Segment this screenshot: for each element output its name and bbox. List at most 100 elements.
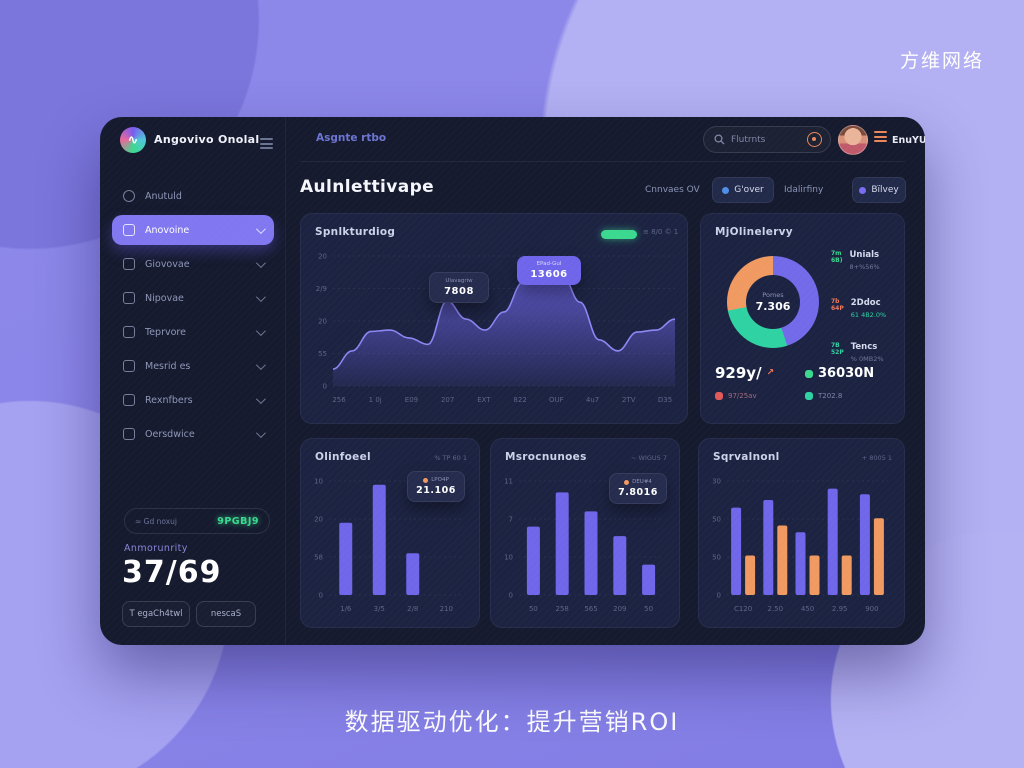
primary-button-label: Bïlvey [871, 185, 899, 195]
x-tick-label: E09 [405, 396, 418, 404]
legend-toggle[interactable] [601, 230, 637, 239]
bar-orange-series [777, 525, 788, 595]
view-button-icon [722, 186, 730, 194]
x-tick-label: 50 [529, 605, 538, 613]
bar [406, 553, 420, 595]
list-icon [123, 394, 135, 406]
y-tick-label: 50 [712, 516, 721, 524]
teal-dot-icon [805, 392, 813, 400]
app-logo-text: Angovivo Onolal [154, 133, 260, 146]
bar [339, 522, 353, 595]
status-pill[interactable]: ≈ Gd noxuj 9PGBJ9 [124, 508, 270, 534]
status-label: ≈ Gd noxuj [135, 516, 178, 526]
x-tick-label: 258 [556, 605, 569, 613]
logo-glyph: ∿ [127, 132, 139, 148]
green-square-icon [805, 369, 813, 378]
legend-text: 2Ddoc 61 4B2.0% [850, 298, 887, 319]
sidebar-metric-label: Anmorunrity [124, 543, 188, 554]
y-tick-label: 58 [314, 554, 323, 562]
y-tick-label: 20 [314, 516, 323, 524]
bar [526, 526, 540, 595]
legend-tag-icon: 7m 6B) [831, 250, 843, 264]
x-tick-label: 822 [513, 396, 526, 404]
donut-stat-2: 36030N [805, 366, 874, 381]
breadcrumb[interactable]: Asgnte rtbo [316, 132, 387, 144]
bar-card-2-title: Msrocnunoes [505, 451, 587, 463]
sidebar-item-3[interactable]: Giovovae [112, 249, 274, 279]
header-meta-1: Cnnvaes OV [645, 185, 700, 195]
y-tick-label: 20 [318, 318, 327, 326]
y-tick-label: 55 [318, 350, 327, 358]
legend-row: 7m 6B) Unials 8+%56% [831, 250, 880, 271]
chevron-down-icon [255, 291, 266, 302]
x-tick-label: 50 [644, 605, 653, 613]
bar-purple-series [731, 507, 742, 595]
view-button-label: G'over [734, 185, 764, 195]
x-tick-label: OUF [549, 396, 564, 404]
primary-button[interactable]: Bïlvey [852, 177, 906, 203]
y-tick-label: 0 [319, 592, 323, 600]
trend-up-icon: ↗ [766, 368, 775, 378]
sidebar-item-label: Giovovae [145, 258, 190, 270]
x-tick-label: 1/6 [340, 605, 352, 613]
box-icon [123, 326, 135, 338]
y-tick-label: 0 [323, 383, 327, 391]
search-input[interactable] [731, 134, 801, 145]
sidebar-item-label: Rexnfbers [145, 394, 193, 406]
sidebar-item-5[interactable]: Teprvore [112, 317, 274, 347]
y-tick-label: 0 [509, 592, 513, 600]
x-tick-label: C120 [734, 605, 752, 613]
y-tick-label: 0 [717, 592, 721, 600]
sidebar-item-label: Mesrid es [145, 360, 191, 372]
sidebar-button-1[interactable]: T egaCh4twl [122, 601, 190, 627]
donut-center-label: Pomes [762, 291, 784, 299]
sidebar-item-2[interactable]: Anovoine [112, 215, 274, 245]
chevron-down-icon [255, 325, 266, 336]
chart-options-icons[interactable]: ≡ 8/0 © 1 [643, 228, 679, 236]
tooltip-label: EPad-Gul [536, 261, 562, 267]
x-tick-label: 256 [332, 396, 346, 404]
sidebar-item-7[interactable]: Rexnfbers [112, 385, 274, 415]
x-tick-label: 2.50 [768, 605, 784, 613]
sidebar-item-label: Anovoine [145, 224, 190, 236]
chart-tooltip-2: EPad-Gul 13606 [517, 256, 581, 285]
doc-icon [123, 258, 135, 270]
bar-chart-2: 11 7 10 0 50 258 565 209 50 [504, 478, 663, 613]
bar-card-2-meta: ~ WIGUS 7 [631, 454, 667, 462]
sidebar-collapse-icon[interactable] [260, 138, 273, 149]
bar-purple-series [795, 532, 806, 595]
y-tick-label: 30 [712, 478, 721, 486]
notification-icon[interactable] [807, 132, 822, 147]
x-tick-label: 2TV [622, 396, 636, 404]
stat-value: 929y/ [715, 364, 762, 382]
sidebar-item-4[interactable]: Nipovae [112, 283, 274, 313]
tooltip-label: LPO4P [431, 477, 449, 483]
sidebar-item-1[interactable]: Anutuld [112, 181, 274, 211]
x-tick-label: EXT [477, 396, 491, 404]
legend-row: 7b 64P 2Ddoc 61 4B2.0% [831, 298, 886, 319]
bar-tooltip-1: LPO4P 21.106 [407, 471, 465, 502]
view-button[interactable]: G'over [712, 177, 774, 203]
sidebar-item-label: Oersdwice [145, 428, 195, 440]
topbar-divider [300, 161, 905, 162]
bar-orange-series [841, 555, 852, 595]
avatar[interactable] [838, 125, 868, 155]
bar [642, 564, 656, 595]
sidebar-item-6[interactable]: Mesrid es [112, 351, 274, 381]
y-tick-label: 11 [504, 478, 513, 486]
chevron-down-icon [255, 393, 266, 404]
search-box[interactable] [703, 126, 831, 153]
x-tick-label: 2/8 [407, 605, 418, 613]
x-tick-label: 1 0j [369, 396, 382, 404]
menu-icon[interactable] [874, 131, 887, 142]
sidebar-item-label: Teprvore [145, 326, 186, 338]
chevron-down-icon [255, 223, 266, 234]
sidebar-item-8[interactable]: Oersdwice [112, 419, 274, 449]
chat-icon [123, 360, 135, 372]
x-tick-label: 900 [865, 605, 878, 613]
bar-card-2: Msrocnunoes ~ WIGUS 7 11 7 10 0 50 258 565 209 5… [490, 438, 680, 628]
search-icon [714, 134, 725, 145]
bar-chart-1: 10 20 58 0 1/6 3/5 2/8 210 [314, 478, 463, 613]
legend-tag-icon: 7b 64P [831, 298, 844, 312]
sidebar-button-2[interactable]: nescaS [196, 601, 256, 627]
